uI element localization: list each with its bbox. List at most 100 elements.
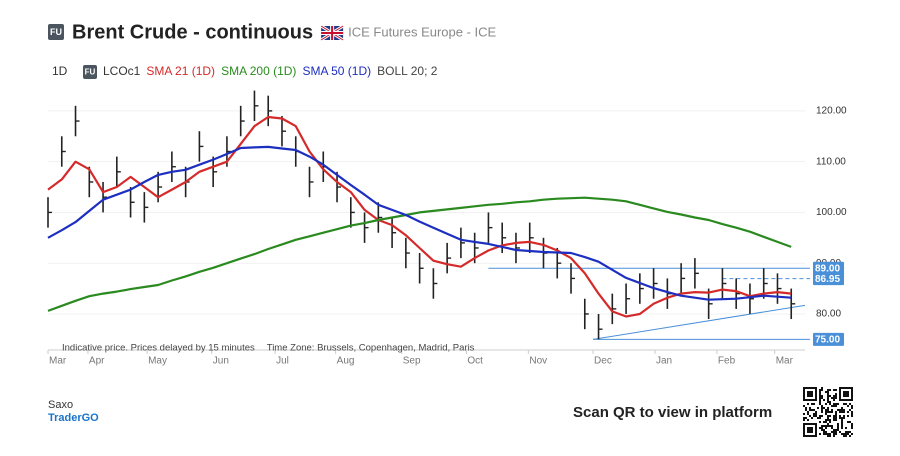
qr-cell xyxy=(811,393,813,395)
qr-cell xyxy=(843,387,845,389)
qr-cell xyxy=(821,389,823,391)
qr-cell xyxy=(815,391,817,393)
qr-cell xyxy=(807,411,809,413)
legend-entry: SMA 21 (1D) xyxy=(146,64,215,78)
qr-cell xyxy=(815,427,817,429)
qr-cell xyxy=(847,393,849,395)
qr-cell xyxy=(833,431,835,433)
qr-cell xyxy=(811,427,813,429)
qr-cell xyxy=(829,403,831,405)
qr-cell xyxy=(839,393,841,395)
qr-cell xyxy=(807,423,809,425)
badge-text: FU xyxy=(85,68,96,77)
qr-cell xyxy=(821,411,823,413)
qr-cell xyxy=(821,397,823,399)
qr-cell xyxy=(805,423,807,425)
qr-cell xyxy=(823,429,825,431)
qr-cell xyxy=(827,393,829,395)
qr-cell xyxy=(835,411,837,413)
qr-cell xyxy=(839,397,841,399)
qr-cell xyxy=(803,417,805,419)
qr-cell xyxy=(807,403,809,405)
qr-cell xyxy=(829,389,831,391)
qr-cell xyxy=(835,393,837,395)
level-badge xyxy=(813,332,844,346)
qr-cell xyxy=(843,435,845,437)
qr-cell xyxy=(807,427,809,429)
qr-cell xyxy=(811,391,813,393)
qr-cell xyxy=(803,425,805,427)
note: Indicative price. Prices delayed by 15 m… xyxy=(62,343,255,354)
x-tick-label: Aug xyxy=(337,356,355,367)
qr-cell xyxy=(831,427,833,429)
x-tick-label: Apr xyxy=(89,356,105,367)
product: TraderGO xyxy=(48,412,99,424)
qr-cell xyxy=(841,425,843,427)
qr-cell xyxy=(827,425,829,427)
qr-cell xyxy=(843,391,845,393)
badge-text: FU xyxy=(50,27,62,37)
qr-cell xyxy=(805,435,807,437)
qr-cell xyxy=(809,399,811,401)
qr-cell xyxy=(807,393,809,395)
qr-cell xyxy=(847,399,849,401)
qr-cell xyxy=(843,411,845,413)
qr-cell xyxy=(835,433,837,435)
x-tick-label: Oct xyxy=(467,356,483,367)
qr-cell xyxy=(829,433,831,435)
qr-cell xyxy=(851,399,853,401)
qr-cell xyxy=(839,399,841,401)
qr-cell xyxy=(803,431,805,433)
qr-cell xyxy=(809,435,811,437)
x-tick-label: Jun xyxy=(213,356,229,367)
qr-cell xyxy=(827,409,829,411)
qr-cell xyxy=(827,401,829,403)
qr-cell xyxy=(845,387,847,389)
qr-cell xyxy=(825,433,827,435)
qr-cell xyxy=(807,387,809,389)
qr-cell xyxy=(821,387,823,389)
qr-cell xyxy=(839,409,841,411)
qr-cell xyxy=(803,413,805,415)
qr-cell xyxy=(809,415,811,417)
qr-cell xyxy=(845,399,847,401)
qr-cell xyxy=(851,405,853,407)
y-tick-label: 100.00 xyxy=(816,207,847,218)
qr-cell xyxy=(827,433,829,435)
y-tick-label: 80.00 xyxy=(816,309,841,320)
qr-cell xyxy=(827,407,829,409)
legend-entry: SMA 50 (1D) xyxy=(302,64,371,78)
qr-cell xyxy=(809,409,811,411)
qr-cell xyxy=(815,389,817,391)
qr-cell xyxy=(835,429,837,431)
qr-cell xyxy=(811,423,813,425)
qr-cell xyxy=(837,425,839,427)
qr-cell xyxy=(807,395,809,397)
qr-cell xyxy=(843,415,845,417)
qr-cell xyxy=(819,399,821,401)
qr-cell xyxy=(833,435,835,437)
qr-cell xyxy=(819,427,821,429)
qr-cell xyxy=(831,425,833,427)
qr-cell xyxy=(829,401,831,403)
qr-cell xyxy=(847,421,849,423)
qr-cell xyxy=(815,425,817,427)
qr-cell xyxy=(831,409,833,411)
qr-cell xyxy=(811,429,813,431)
level-label: 75.00 xyxy=(815,334,840,345)
level-label: 86.95 xyxy=(815,274,840,285)
qr-cell xyxy=(849,435,851,437)
qr-cell xyxy=(845,403,847,405)
qr-cell xyxy=(811,399,813,401)
qr-cell xyxy=(803,427,805,429)
flag xyxy=(320,24,344,42)
x-tick-label: Dec xyxy=(594,356,612,367)
qr-cell xyxy=(829,411,831,413)
note: Time Zone: Brussels, Copenhagen, Madrid,… xyxy=(267,343,475,354)
qr-cell xyxy=(835,397,837,399)
qr-cell xyxy=(833,395,835,397)
qr-cell xyxy=(813,409,815,411)
qr-cell xyxy=(827,423,829,425)
qr-cell xyxy=(837,409,839,411)
